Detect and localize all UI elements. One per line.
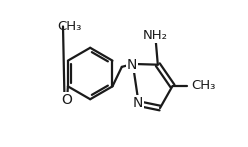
Text: NH₂: NH₂ — [143, 29, 168, 42]
Text: O: O — [62, 93, 73, 107]
Text: CH₃: CH₃ — [57, 20, 82, 33]
Text: N: N — [133, 96, 143, 110]
Text: CH₃: CH₃ — [192, 80, 216, 92]
Text: N: N — [127, 58, 137, 72]
